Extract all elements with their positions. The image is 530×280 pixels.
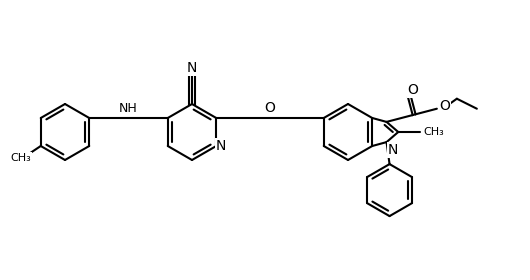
- Text: N: N: [216, 139, 226, 153]
- Text: CH₃: CH₃: [424, 127, 445, 137]
- Text: N: N: [187, 61, 197, 75]
- Text: CH₃: CH₃: [11, 153, 31, 163]
- Text: O: O: [264, 101, 276, 115]
- Text: O: O: [439, 99, 450, 113]
- Text: NH: NH: [119, 102, 138, 115]
- Text: O: O: [408, 83, 419, 97]
- Text: N: N: [387, 143, 398, 157]
